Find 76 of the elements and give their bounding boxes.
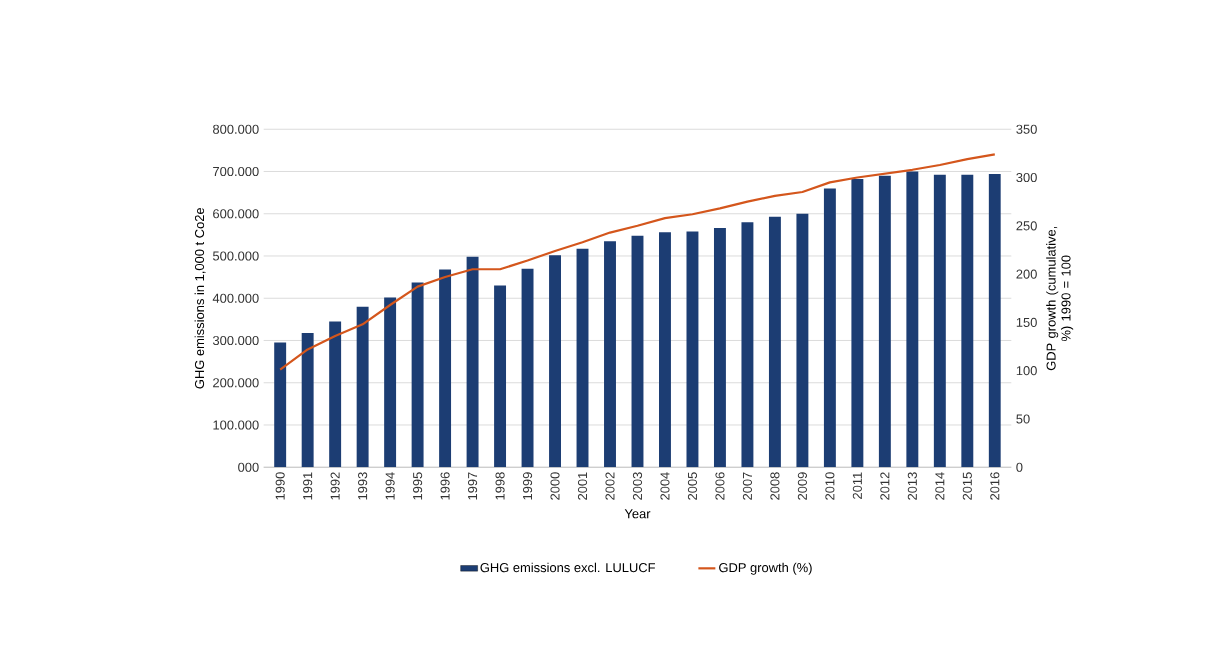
x-tick-label: 2006 — [715, 472, 725, 500]
x-tick-label: 2010 — [825, 472, 835, 500]
bar — [384, 297, 397, 468]
x-tick-label: 2008 — [770, 472, 780, 500]
bar — [549, 255, 561, 468]
bar — [631, 235, 644, 468]
bar — [521, 268, 534, 468]
y-tick-label: 200.000 — [213, 378, 259, 388]
x-tick-label: 2003 — [632, 472, 643, 500]
legend-label: GDP growth (%) — [719, 562, 812, 575]
bar — [878, 175, 891, 468]
x-axis-title: Year — [624, 509, 651, 519]
x-tick-label: 1999 — [522, 472, 533, 500]
bar — [851, 179, 864, 468]
bar — [961, 174, 974, 468]
bar — [274, 342, 287, 468]
x-tick-label: 1990 — [275, 472, 285, 500]
y-axis-title: GHG emissions in 1,000 t Co2e — [194, 207, 206, 389]
bar — [411, 282, 424, 468]
x-tick-label: 2012 — [880, 472, 890, 500]
y2-tick-label: 50 — [1016, 414, 1030, 424]
bar — [494, 285, 507, 468]
x-tick-label: 2013 — [907, 472, 917, 500]
y-tick-label: 300.000 — [212, 335, 259, 346]
bar — [466, 256, 479, 468]
y2-tick-label: 350 — [1016, 124, 1037, 134]
x-tick-label: 1998 — [495, 472, 505, 500]
y2-tick-label: 250 — [1016, 221, 1037, 231]
bar — [988, 173, 1001, 468]
x-tick-label: 2014 — [935, 472, 945, 500]
bar — [823, 188, 836, 468]
bar — [659, 232, 671, 468]
bar — [686, 231, 699, 468]
x-tick-label: 1996 — [440, 472, 450, 500]
bar — [796, 213, 809, 468]
bar — [768, 216, 781, 468]
y2-axis-title: GDP growth (cumulative, %) 1990 = 100 — [1046, 226, 1074, 371]
x-tick-label: 1995 — [413, 472, 423, 500]
y-tick-label: 500.000 — [212, 251, 259, 261]
bar — [713, 228, 726, 468]
x-tick-label: 2007 — [742, 472, 753, 500]
y-tick-label: 700.000 — [213, 166, 259, 177]
bar — [439, 269, 452, 468]
x-tick-label: 1994 — [385, 472, 395, 500]
x-tick-label: 2015 — [962, 472, 972, 500]
bar — [604, 241, 616, 468]
y-tick-label: 400.000 — [212, 293, 259, 303]
y2-tick-label: 300 — [1016, 172, 1037, 183]
bar — [356, 306, 369, 468]
x-tick-label: 1992 — [330, 472, 340, 500]
x-tick-label: 2002 — [605, 472, 615, 500]
x-tick-label: 1997 — [467, 472, 478, 500]
bar — [933, 174, 946, 468]
x-tick-label: 2009 — [797, 472, 807, 500]
y-tick-label: 800.000 — [213, 124, 259, 134]
y2-tick-label: 100 — [1016, 366, 1037, 376]
y-tick-label: 600.000 — [213, 209, 259, 219]
bar — [329, 321, 342, 468]
y-tick-label: 000 — [238, 462, 259, 472]
x-tick-label: 1991 — [303, 472, 313, 500]
x-tick-label: 2005 — [687, 472, 698, 500]
y2-tick-label: 0 — [1016, 462, 1023, 472]
x-tick-label: 2016 — [990, 472, 1000, 500]
x-tick-label: 2001 — [577, 472, 588, 500]
y2-tick-label: 150 — [1016, 317, 1037, 327]
x-tick-label: 2000 — [550, 472, 560, 500]
y2-tick-label: 200 — [1016, 269, 1037, 279]
x-tick-label: 1993 — [358, 472, 368, 500]
bar — [906, 171, 919, 468]
bar — [301, 332, 314, 468]
bar — [741, 222, 754, 468]
x-tick-label: 2011 — [852, 472, 862, 499]
bar — [576, 248, 589, 468]
y-tick-label: 100.000 — [213, 420, 259, 430]
legend-label: GHG emissions excl. LULUCF — [480, 562, 655, 573]
x-tick-label: 2004 — [660, 472, 670, 500]
